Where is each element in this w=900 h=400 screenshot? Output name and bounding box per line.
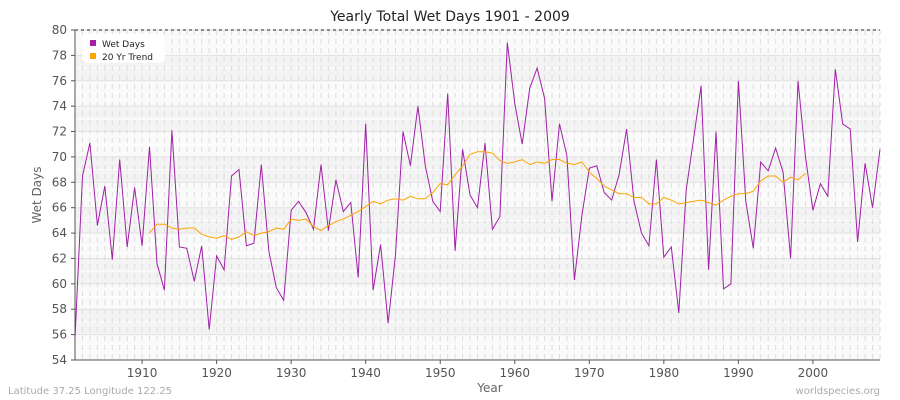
- y-tick-label: 70: [52, 150, 67, 164]
- x-tick-label: 1920: [201, 366, 232, 380]
- wet-days-line: [74, 42, 881, 339]
- y-tick-label: 68: [52, 175, 67, 189]
- y-axis-label: Wet Days: [30, 166, 44, 223]
- legend-swatch-wet-days: [90, 40, 96, 46]
- x-tick-label: 1990: [723, 366, 754, 380]
- y-tick-label: 76: [52, 74, 67, 88]
- location-label: Latitude 37.25 Longitude 122.25: [8, 386, 172, 397]
- x-tick-label: 1960: [499, 366, 530, 380]
- y-tick-label: 74: [52, 99, 67, 113]
- y-tick-label: 56: [52, 328, 67, 342]
- legend-label-trend: 20 Yr Trend: [102, 53, 153, 63]
- y-tick-label: 78: [52, 48, 67, 62]
- x-tick-label: 1970: [574, 366, 605, 380]
- x-tick-label: 2000: [798, 366, 829, 380]
- x-axis-label: Year: [476, 381, 502, 395]
- legend-swatch-trend: [90, 53, 96, 59]
- y-tick-label: 62: [52, 251, 67, 265]
- chart-title: Yearly Total Wet Days 1901 - 2009: [329, 9, 570, 25]
- y-tick-label: 80: [52, 23, 67, 37]
- y-tick-label: 54: [52, 353, 67, 367]
- x-tick-label: 1910: [127, 366, 158, 380]
- source-label: worldspecies.org: [796, 386, 880, 397]
- y-tick-label: 72: [52, 125, 67, 139]
- x-tick-label: 1940: [350, 366, 381, 380]
- trend-line: [149, 151, 806, 240]
- legend-box: [82, 34, 165, 63]
- legend: Wet Days 20 Yr Trend: [82, 34, 165, 63]
- x-tick-label: 1930: [276, 366, 307, 380]
- y-tick-label: 66: [52, 201, 67, 215]
- y-tick-label: 60: [52, 277, 67, 291]
- x-tick-label: 1980: [649, 366, 680, 380]
- legend-label-wet-days: Wet Days: [102, 40, 145, 50]
- x-tick-label: 1950: [425, 366, 456, 380]
- y-tick-label: 58: [52, 302, 67, 316]
- y-tick-label: 64: [52, 226, 67, 240]
